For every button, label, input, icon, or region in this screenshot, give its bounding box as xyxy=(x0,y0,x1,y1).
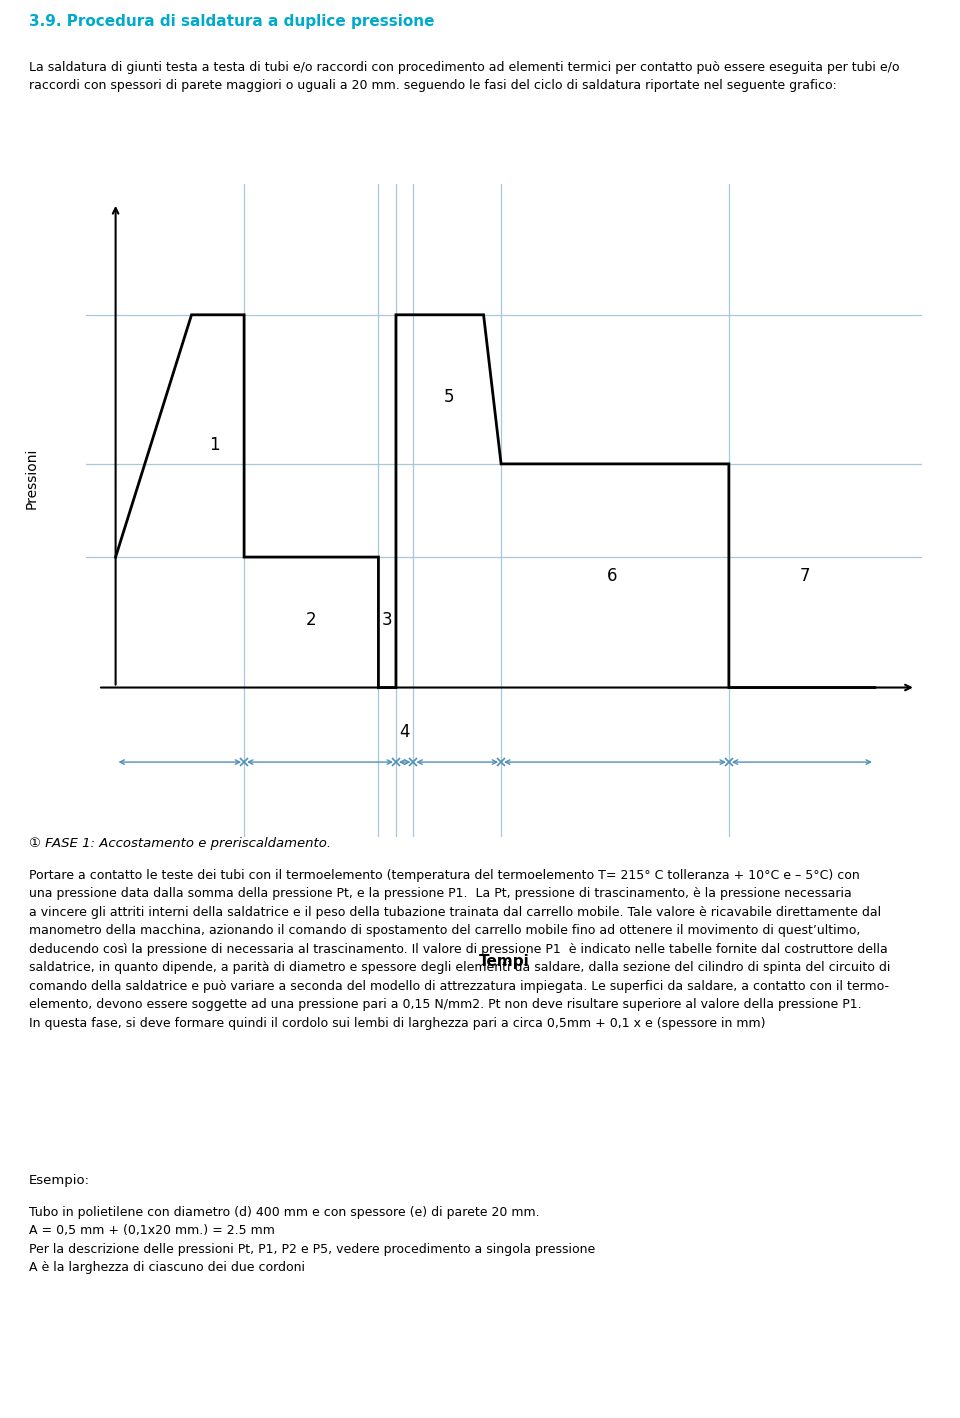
Text: ① FASE 1: Accostamento e preriscaldamento.: ① FASE 1: Accostamento e preriscaldament… xyxy=(29,837,331,849)
Text: 4: 4 xyxy=(399,723,410,742)
Text: La saldatura di giunti testa a testa di tubi e/o raccordi con procedimento ad el: La saldatura di giunti testa a testa di … xyxy=(29,61,900,92)
Text: Portare a contatto le teste dei tubi con il termoelemento (temperatura del termo: Portare a contatto le teste dei tubi con… xyxy=(29,869,890,1029)
Text: 1: 1 xyxy=(209,437,220,454)
Text: 5: 5 xyxy=(444,387,454,406)
Text: 3: 3 xyxy=(382,611,393,630)
Text: 2: 2 xyxy=(306,611,317,630)
Text: 7: 7 xyxy=(800,567,810,584)
Text: 3.9. Procedura di saldatura a duplice pressione: 3.9. Procedura di saldatura a duplice pr… xyxy=(29,14,434,30)
Text: Esempio:: Esempio: xyxy=(29,1174,90,1187)
Text: Tempi: Tempi xyxy=(479,954,529,968)
Text: Tubo in polietilene con diametro (d) 400 mm e con spessore (e) di parete 20 mm.
: Tubo in polietilene con diametro (d) 400… xyxy=(29,1205,595,1275)
Text: 6: 6 xyxy=(607,567,617,584)
Text: Pressioni: Pressioni xyxy=(25,447,39,509)
